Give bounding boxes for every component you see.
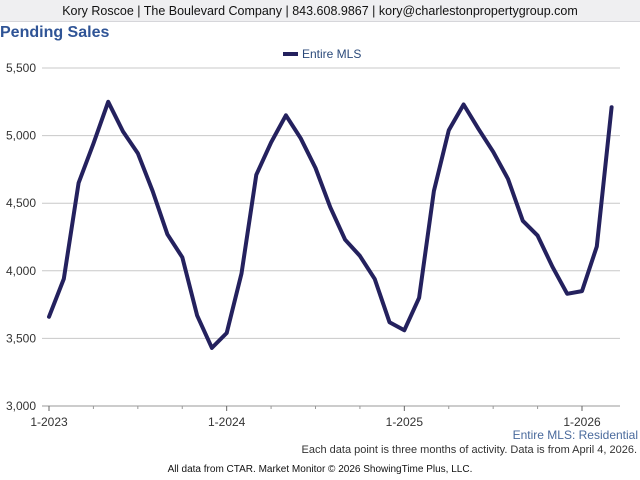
- chart-title: Pending Sales: [0, 24, 110, 41]
- x-tick-label: 1-2025: [386, 415, 424, 429]
- y-tick-label: 4,000: [6, 264, 36, 278]
- data-note: Each data point is three months of activ…: [301, 444, 637, 456]
- y-axis: 3,000 3,500 4,000 4,500 5,000 5,500: [6, 61, 36, 413]
- x-tick-label: 1-2023: [30, 415, 68, 429]
- chart-subtitle: Entire MLS: Residential: [512, 428, 638, 442]
- legend-label-entire-mls: Entire MLS: [302, 47, 361, 61]
- y-tick-label: 5,500: [6, 61, 36, 75]
- contact-text: Kory Roscoe | The Boulevard Company | 84…: [62, 4, 578, 18]
- series-layer: [47, 99, 614, 350]
- y-tick-label: 3,500: [6, 331, 36, 345]
- legend: Entire MLS: [283, 47, 361, 61]
- footer-credit: All data from CTAR. Market Monitor © 202…: [167, 464, 473, 475]
- x-axis: 1-2023 1-2024 1-2025 1-2026: [30, 406, 601, 429]
- x-tick-label: 1-2024: [208, 415, 246, 429]
- gridlines: [42, 67, 620, 407]
- x-tick-label: 1-2026: [563, 415, 601, 429]
- series-line-entire-mls: [47, 99, 614, 350]
- y-tick-label: 3,000: [6, 399, 36, 413]
- y-tick-label: 5,000: [6, 129, 36, 143]
- y-tick-label: 4,500: [6, 196, 36, 210]
- contact-bar: Kory Roscoe | The Boulevard Company | 84…: [0, 0, 640, 22]
